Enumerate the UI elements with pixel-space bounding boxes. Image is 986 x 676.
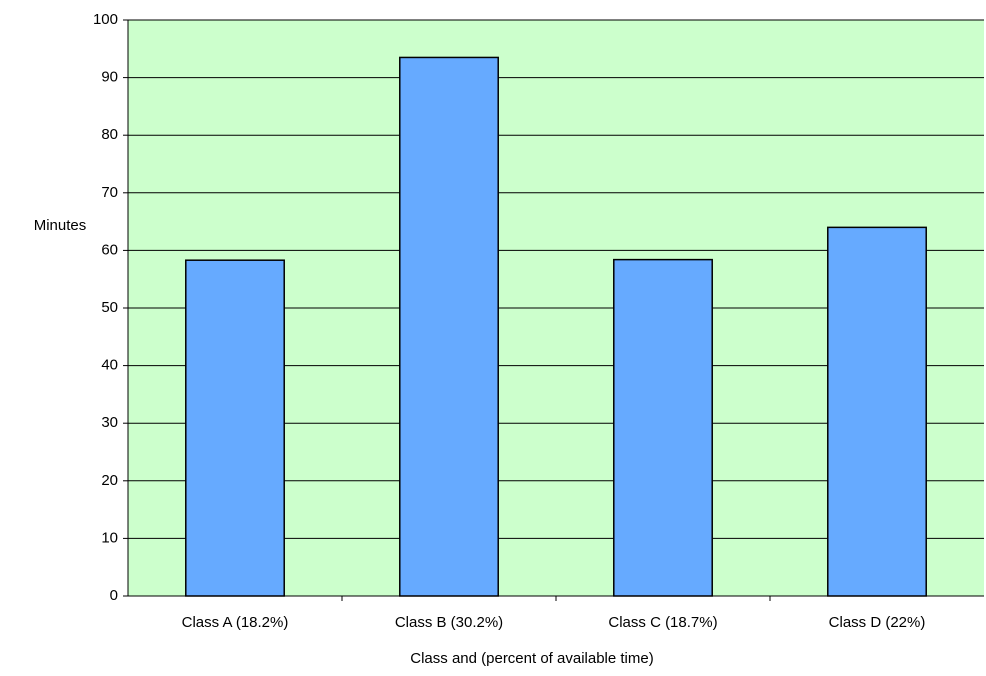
y-tick-labels: 0 10 20 30 40 50 60 70 80 90 100 xyxy=(93,11,118,604)
x-tick-label: Class D (22%) xyxy=(829,614,926,631)
y-tick-label: 30 xyxy=(101,414,118,431)
y-tick-label: 70 xyxy=(101,184,118,201)
bar xyxy=(613,258,713,597)
y-tick-label: 80 xyxy=(101,126,118,143)
axes xyxy=(123,19,984,601)
y-axis-title: Minutes xyxy=(34,217,87,234)
bars xyxy=(185,56,927,597)
y-tick-label: 50 xyxy=(101,299,118,316)
y-tick-label: 10 xyxy=(101,529,118,546)
y-tick-label: 0 xyxy=(110,587,118,604)
y-tick-label: 40 xyxy=(101,357,118,374)
bar xyxy=(399,56,499,597)
y-tick-label: 100 xyxy=(93,11,118,28)
bar xyxy=(185,259,285,597)
y-tick-label: 60 xyxy=(101,241,118,258)
y-tick-label: 90 xyxy=(101,69,118,86)
x-tick-label: Class A (18.2%) xyxy=(182,614,289,631)
x-tick-labels: Class A (18.2%) Class B (30.2%) Class C (1… xyxy=(182,614,926,631)
y-tick-label: 20 xyxy=(101,472,118,489)
bar xyxy=(827,226,927,597)
x-axis-title: Class and (percent of available time) xyxy=(410,650,653,667)
x-tick-label: Class B (30.2%) xyxy=(395,614,503,631)
x-tick-label: Class C (18.7%) xyxy=(608,614,717,631)
